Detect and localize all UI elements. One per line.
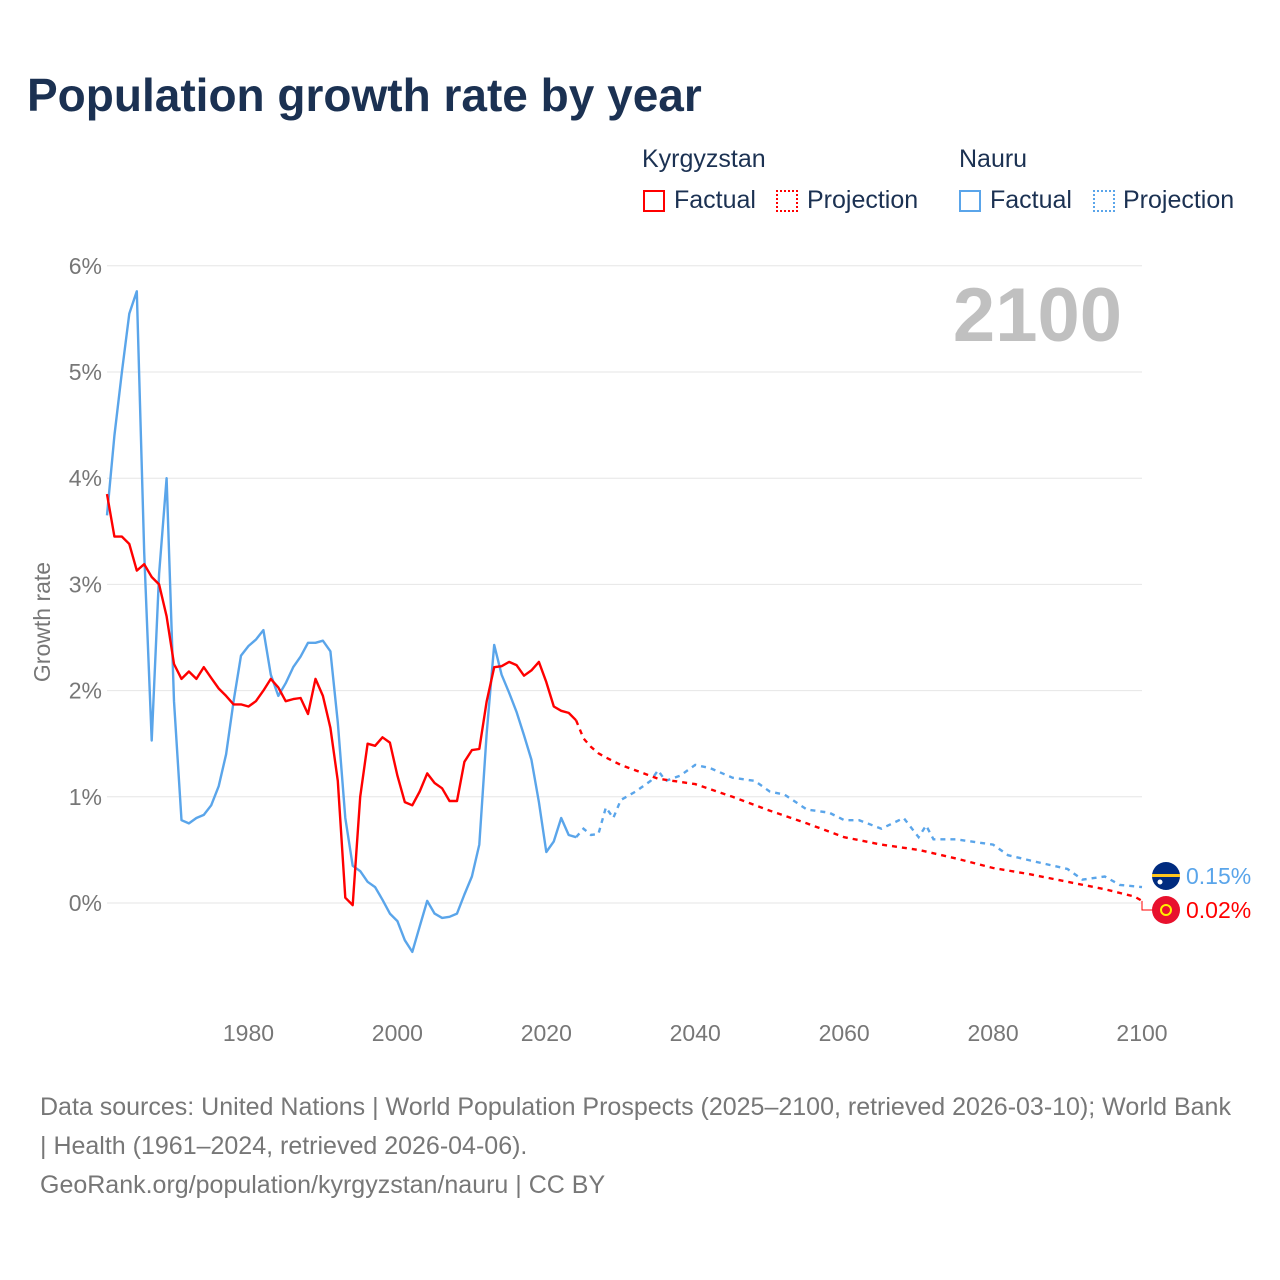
source-url[interactable]: GeoRank.org/population/kyrgyzstan/nauru … xyxy=(40,1171,606,1199)
y-tick-label: 4% xyxy=(69,465,102,491)
legend-swatch-kyrgyzstan-factual xyxy=(643,190,665,212)
x-tick-label: 2060 xyxy=(819,1020,870,1046)
legend-swatch-kyrgyzstan-projection xyxy=(776,190,798,212)
series-line-nauru-projection xyxy=(575,763,1143,889)
plot-area: 0% 1% 2% 3% 4% 5% 6% 1980 2000 2020 2040 2060 2080 21… xyxy=(29,253,1251,1046)
x-tick-label: 2080 xyxy=(967,1020,1018,1046)
x-tick-label: 1980 xyxy=(223,1020,274,1046)
legend-kyrgyzstan-factual[interactable]: Factual xyxy=(674,186,756,214)
source-note: Data sources: United Nations | World Pop… xyxy=(40,1088,1240,1205)
x-tick-label: 2040 xyxy=(670,1020,721,1046)
y-tick-label: 5% xyxy=(69,359,102,385)
chart-title: Population growth rate by year xyxy=(27,69,702,121)
series-line-kyrgyzstan-factual xyxy=(105,493,577,907)
legend-kyrgyzstan-projection[interactable]: Projection xyxy=(807,186,919,214)
flag-star-icon xyxy=(1157,879,1163,885)
end-label-nauru: 0.15% xyxy=(1186,863,1251,889)
legend-group-kyrgyzstan: Kyrgyzstan xyxy=(642,145,766,173)
y-tick-label: 0% xyxy=(69,890,102,916)
legend-nauru-factual[interactable]: Factual xyxy=(990,186,1072,214)
y-axis-label: Growth rate xyxy=(29,562,55,682)
source-text: Data sources: United Nations | World Pop… xyxy=(40,1093,1231,1160)
series-line-kyrgyzstan-projection xyxy=(574,719,1143,902)
flag-sun-icon xyxy=(1160,904,1172,916)
year-label: 2100 xyxy=(952,273,1122,358)
y-tick-label: 1% xyxy=(69,784,102,810)
x-tick-label: 2020 xyxy=(521,1020,572,1046)
x-tick-label: 2100 xyxy=(1116,1020,1167,1046)
kyrgyzstan-flag-icon xyxy=(1152,896,1180,924)
end-label-kyrgyzstan: 0.02% xyxy=(1186,897,1251,923)
series-line-nauru-factual xyxy=(105,290,577,954)
y-tick-label: 2% xyxy=(69,678,102,704)
legend-group-nauru: Nauru xyxy=(959,145,1028,173)
y-tick-label: 3% xyxy=(69,571,102,597)
legend-nauru-projection[interactable]: Projection xyxy=(1123,186,1235,214)
legend-swatch-nauru-projection xyxy=(1093,190,1115,212)
x-tick-label: 2000 xyxy=(372,1020,423,1046)
flag-stripe xyxy=(1152,874,1180,877)
legend-swatch-nauru-factual xyxy=(959,190,981,212)
y-tick-label: 6% xyxy=(69,253,102,279)
